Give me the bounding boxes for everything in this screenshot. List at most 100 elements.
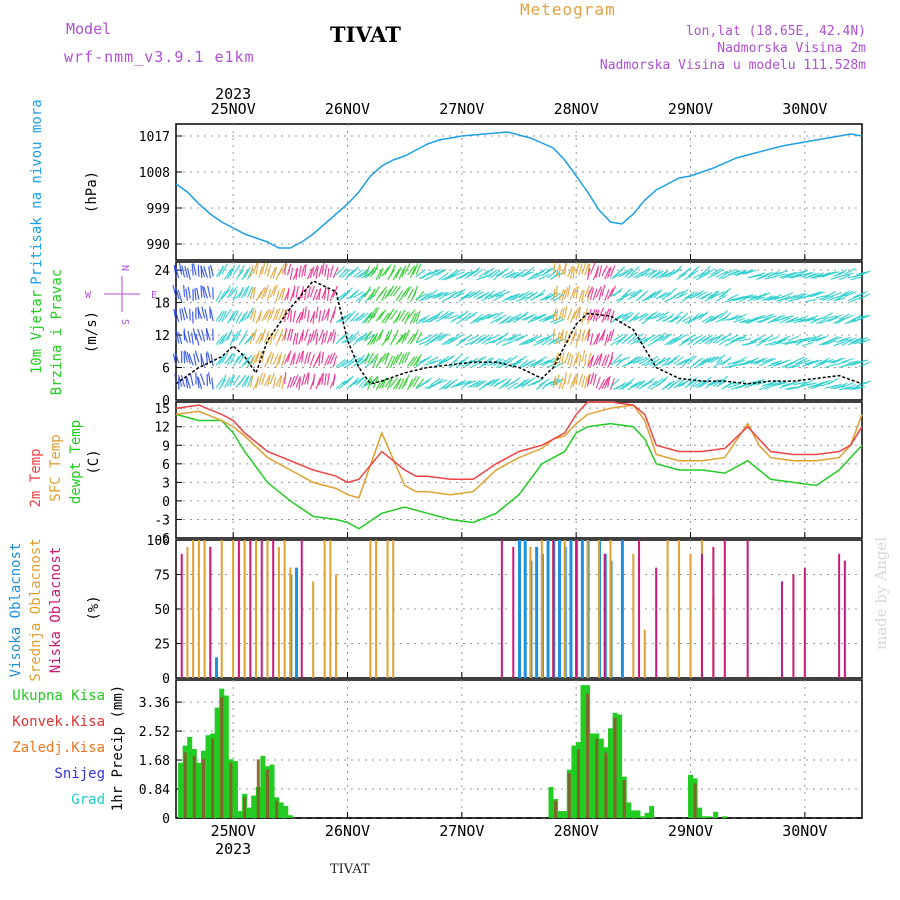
panel-frame-pressure — [175, 123, 863, 261]
wind-barb — [286, 263, 292, 276]
wind-barb — [818, 379, 831, 385]
wind-barb — [232, 289, 238, 302]
wind-barb — [541, 338, 553, 346]
wind-barb — [452, 313, 464, 322]
wind-barb — [258, 373, 263, 385]
wind-barb — [490, 378, 501, 387]
wind-barb — [795, 270, 808, 277]
wind-barb — [309, 353, 316, 366]
wind-barb — [418, 314, 430, 322]
wind-barb — [318, 354, 321, 367]
wind-barb — [621, 311, 633, 320]
wind-barb — [538, 335, 551, 342]
wind-barb — [398, 378, 405, 390]
cloud-bar-mid — [203, 540, 206, 678]
wind-barb — [407, 288, 415, 300]
wind-barb — [341, 268, 351, 279]
wind-barb — [844, 337, 857, 342]
wind-barb — [552, 288, 556, 302]
wind-barb — [647, 291, 657, 301]
wind-barb — [386, 285, 394, 297]
wind-barb — [653, 312, 665, 320]
wind-barb — [404, 374, 410, 387]
wind-barb — [444, 336, 455, 346]
cloud-bar-low — [838, 553, 841, 678]
wind-barb — [750, 294, 763, 300]
wind-barb — [844, 291, 857, 298]
pressure-axis-title: Pritisak na nivou mora — [29, 99, 45, 284]
wind-barb — [498, 332, 509, 341]
wind-barb — [604, 268, 611, 280]
wind-barb — [541, 359, 553, 367]
wind-barb — [404, 312, 411, 325]
precip-bar-total — [607, 728, 613, 818]
wind-barb — [609, 285, 617, 297]
wind-barb — [412, 285, 419, 298]
wind-barb — [830, 383, 842, 390]
wind-barb — [558, 266, 561, 279]
wind-barb — [758, 292, 771, 299]
wind-barb — [601, 377, 609, 389]
cloud-bar-mid — [243, 540, 246, 678]
cloud-unit: (%) — [86, 595, 102, 620]
wind-barb — [312, 288, 318, 301]
wind-barb — [367, 266, 376, 278]
wind-barb — [853, 339, 866, 345]
wind-barb — [200, 265, 206, 278]
wind-barb — [813, 336, 825, 342]
wind-barb — [824, 384, 837, 389]
wind-barb — [798, 359, 811, 365]
wind-barb — [407, 333, 415, 344]
wind-barb — [718, 270, 729, 280]
wind-barb — [415, 263, 422, 276]
wind-barb — [567, 265, 574, 278]
wind-barb — [781, 382, 794, 387]
wind-barb — [761, 313, 774, 319]
wind-barb — [226, 375, 235, 387]
wind-barb — [258, 309, 263, 322]
wind-barb — [364, 312, 372, 324]
wind-barb — [415, 354, 422, 366]
wind-barb — [261, 310, 269, 322]
bottom-day-label: 30NOV — [782, 822, 827, 840]
wind-barb — [695, 358, 706, 368]
wind-barb — [255, 263, 259, 276]
wind-barb — [470, 361, 482, 369]
wind-barb — [275, 308, 281, 320]
wind-barb — [490, 270, 501, 279]
wind-barb — [412, 263, 419, 275]
wind-barb — [609, 265, 616, 277]
wind-barb — [332, 285, 338, 298]
wind-barb — [495, 378, 508, 385]
cloud-bar-mid — [255, 540, 258, 678]
wind-barb — [335, 315, 347, 324]
wind-barb — [830, 291, 843, 298]
cloud-axis-title-mid: Srednja Oblacnost — [28, 538, 44, 681]
wind-barb — [710, 334, 722, 342]
cloud-bar-low — [792, 574, 795, 678]
wind-barb — [224, 269, 232, 281]
wind-barb — [638, 290, 649, 300]
wind-barb — [630, 266, 640, 276]
wind-barb — [349, 289, 360, 299]
wind-barb — [533, 314, 545, 320]
wind-barb — [189, 308, 191, 321]
wind-barb — [664, 313, 675, 322]
y-tick-label: -6 — [154, 532, 170, 547]
wind-barb — [495, 337, 507, 346]
top-day-label: 25NOV — [211, 100, 256, 118]
wind-barb — [584, 263, 590, 276]
wind-barb — [781, 273, 794, 279]
wind-barb — [269, 307, 275, 319]
wind-barb — [404, 286, 412, 298]
wind-barb — [281, 354, 287, 366]
wind-barb — [175, 287, 180, 300]
wind-barb — [507, 382, 519, 390]
wind-barb — [432, 291, 444, 300]
wind-barb — [381, 266, 390, 277]
wind-barb — [204, 308, 209, 321]
wind-barb — [421, 377, 433, 386]
wind-barb — [609, 352, 614, 365]
wind-barb — [724, 268, 737, 275]
wind-barb — [372, 286, 380, 298]
